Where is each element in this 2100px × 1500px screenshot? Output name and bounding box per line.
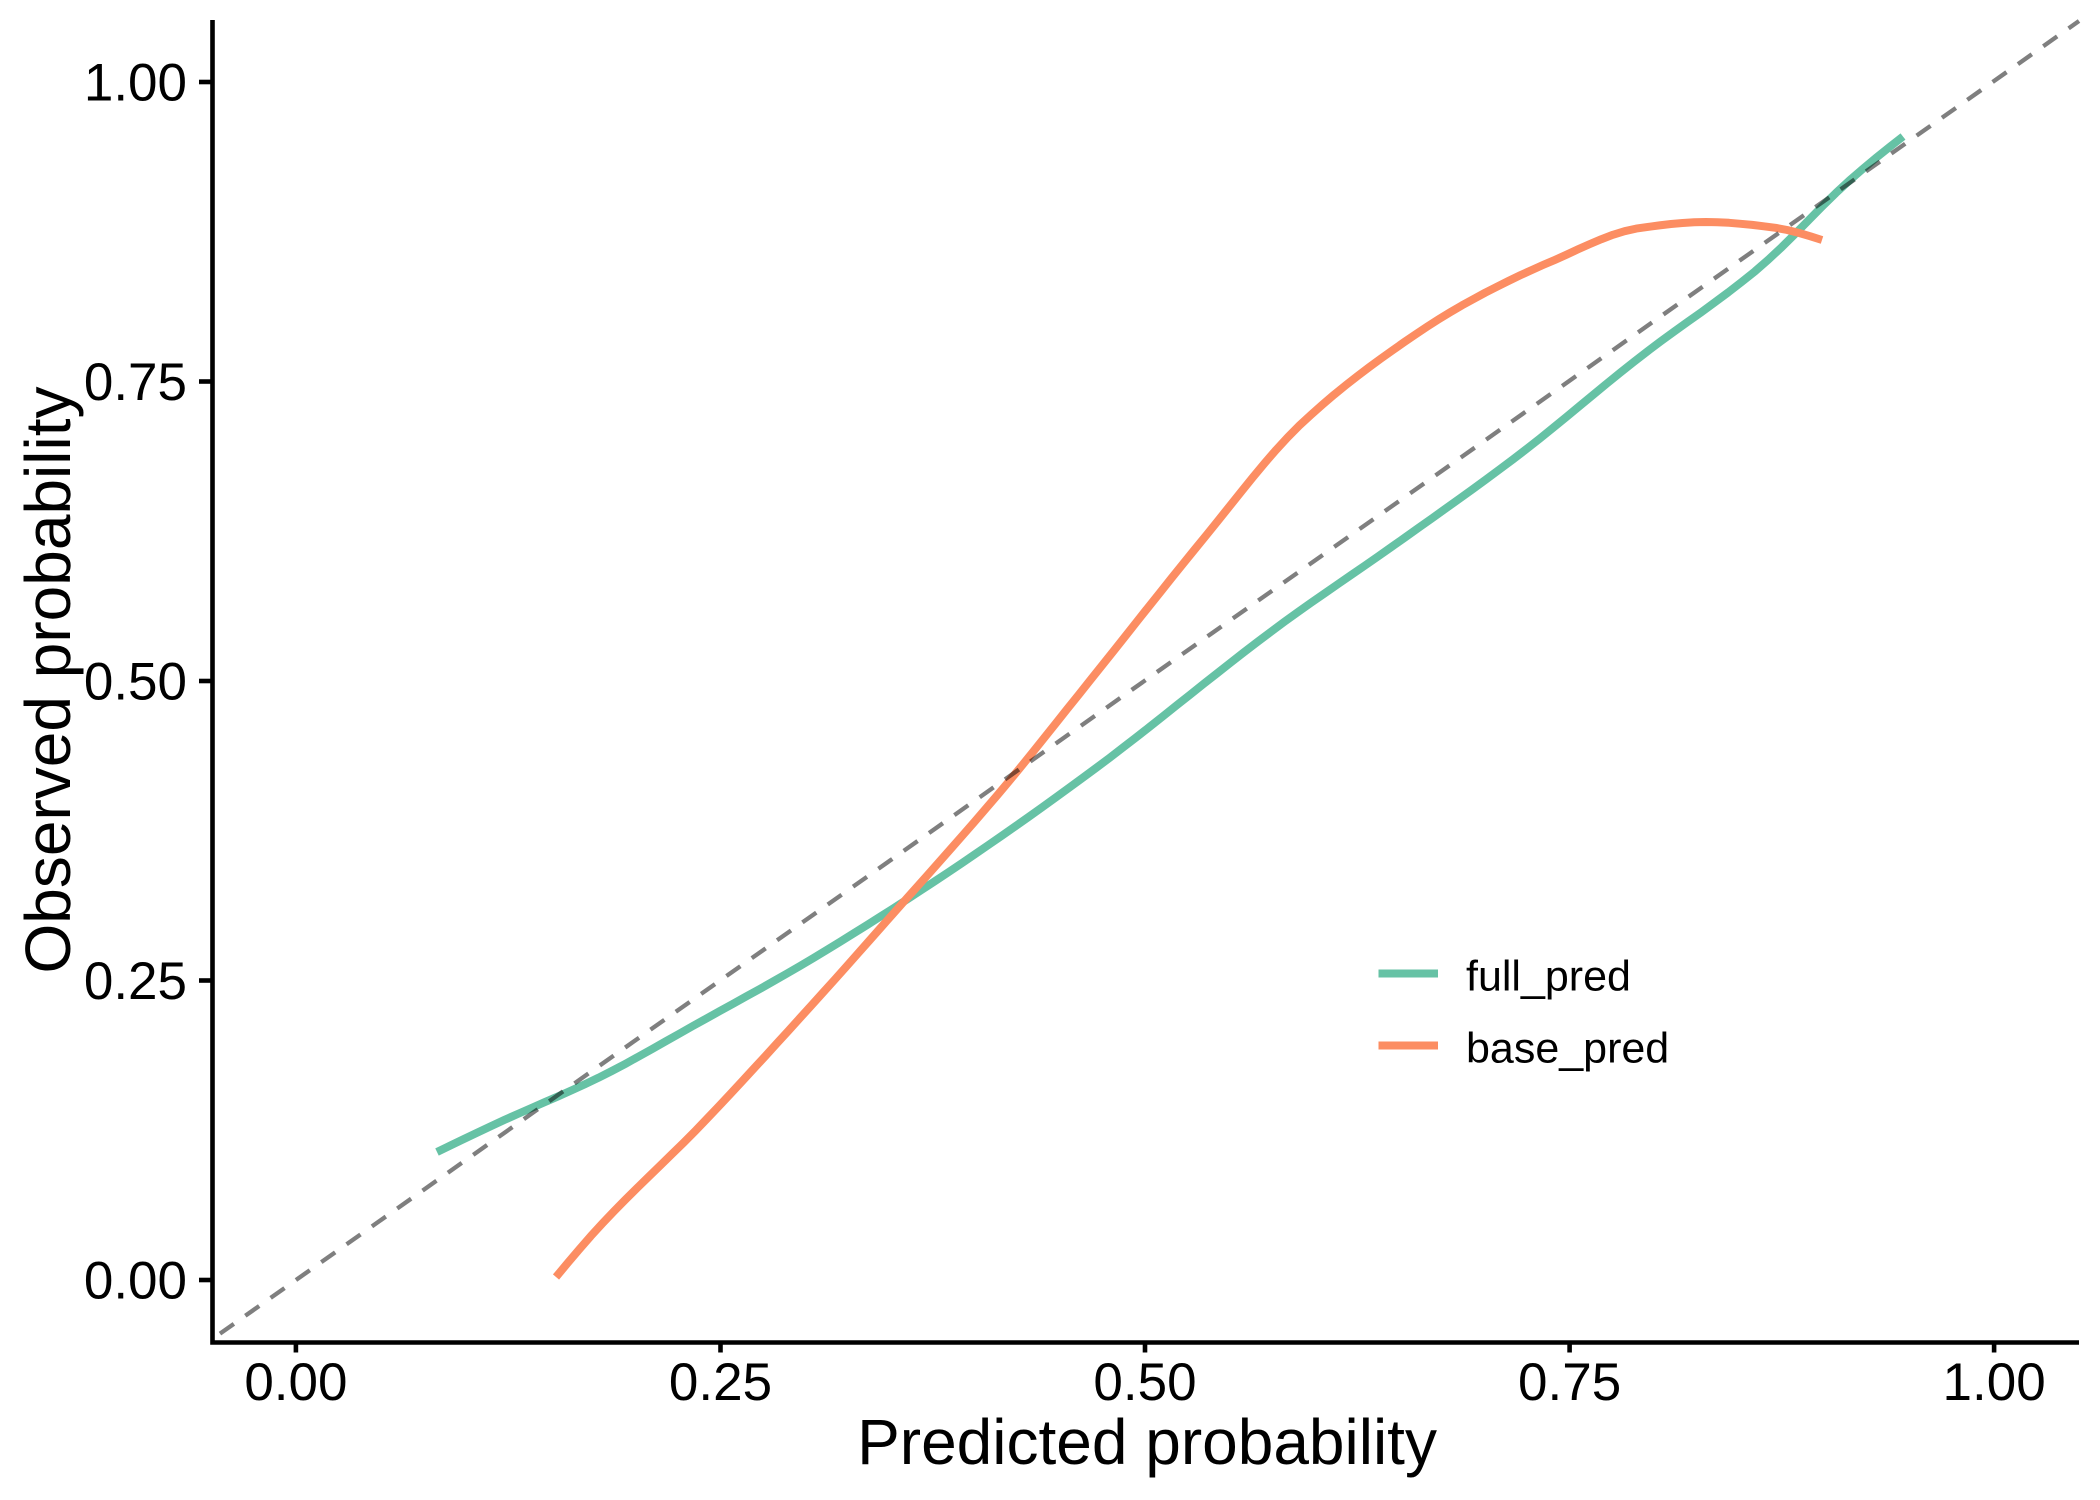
svg-text:0.00: 0.00 — [244, 1353, 347, 1412]
svg-text:base_pred: base_pred — [1466, 1025, 1669, 1073]
svg-text:0.75: 0.75 — [1518, 1353, 1621, 1412]
svg-text:0.75: 0.75 — [84, 353, 187, 412]
svg-text:0.50: 0.50 — [84, 653, 187, 712]
svg-text:1.00: 1.00 — [1943, 1353, 2046, 1412]
svg-text:Predicted probability: Predicted probability — [857, 1406, 1437, 1478]
svg-text:full_pred: full_pred — [1466, 953, 1631, 1001]
svg-text:0.25: 0.25 — [84, 952, 187, 1011]
svg-text:0.00: 0.00 — [84, 1252, 187, 1311]
svg-text:0.50: 0.50 — [1093, 1353, 1196, 1412]
svg-text:0.25: 0.25 — [669, 1353, 772, 1412]
svg-text:1.00: 1.00 — [84, 54, 187, 113]
svg-text:Observed probability: Observed probability — [12, 387, 84, 974]
